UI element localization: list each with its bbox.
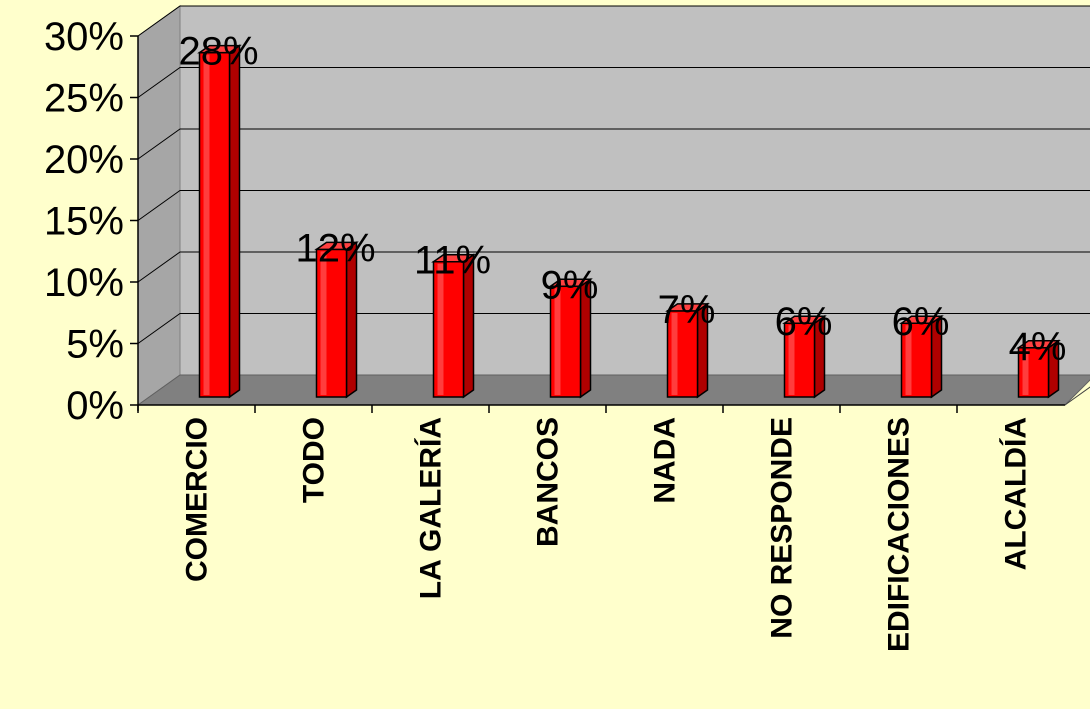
bar-top	[665, 303, 710, 312]
gridline	[137, 251, 1090, 283]
bar-top	[899, 315, 944, 324]
data-label: 28%	[178, 30, 258, 74]
bar-highlight	[671, 312, 678, 395]
bar	[665, 302, 710, 399]
y-axis-ticks: 0% 5% 10% 15% 20% 25% 30%	[44, 15, 958, 428]
bar	[314, 240, 359, 399]
y-tick-label: 5%	[66, 323, 124, 367]
floor-edge	[1064, 386, 1090, 406]
category-label: EDIFICACIONES	[883, 417, 916, 652]
gridline	[137, 67, 1090, 98]
category-labels: COMERCIO TODO LA GALERÍA BANCOS NADA NO RESPO…	[181, 417, 1033, 652]
bar-top	[548, 278, 593, 288]
bar-highlight	[788, 325, 795, 395]
floor	[136, 374, 1090, 406]
data-label: 6%	[892, 300, 950, 344]
gridline	[137, 128, 1090, 160]
data-label: 11%	[414, 239, 491, 283]
bar-side	[228, 44, 241, 399]
gridline	[137, 5, 1090, 37]
category-label: COMERCIO	[181, 417, 214, 582]
category-label: TODO	[298, 417, 331, 503]
bar	[548, 277, 593, 399]
bar-top	[431, 253, 476, 263]
bar-top	[197, 44, 242, 54]
category-label: NADA	[649, 417, 682, 504]
bars	[197, 44, 1061, 399]
data-label: 4%	[1009, 325, 1067, 369]
y-tick-label: 10%	[44, 261, 124, 305]
bar-highlight	[437, 263, 444, 395]
category-label: BANCOS	[532, 417, 565, 547]
bar	[782, 314, 827, 399]
bar	[899, 314, 944, 399]
gridline	[137, 313, 1090, 344]
bar	[431, 253, 476, 399]
y-tick-label: 25%	[44, 77, 124, 121]
bar-highlight	[320, 251, 327, 395]
bar-highlight	[905, 325, 912, 395]
bar	[197, 44, 242, 399]
bar-highlight	[203, 54, 210, 395]
bar-top	[782, 315, 827, 324]
data-label: 7%	[658, 288, 716, 332]
gridline	[137, 190, 1090, 221]
y-tick-label: 0%	[66, 384, 124, 428]
chart-walls	[136, 5, 1090, 406]
bar-top	[314, 241, 359, 251]
bar-highlight	[554, 288, 561, 395]
bar-top	[1016, 340, 1061, 349]
data-label: 9%	[541, 263, 599, 307]
axes	[137, 36, 1090, 411]
y-tick-label: 20%	[44, 138, 124, 182]
gridlines	[137, 5, 1090, 344]
data-label: 12%	[295, 226, 375, 270]
y-tick-label: 30%	[44, 15, 124, 59]
category-label: LA GALERÍA	[414, 417, 448, 599]
data-label: 6%	[775, 300, 833, 344]
y-tick-label: 15%	[44, 200, 124, 244]
category-label: NO RESPONDE	[766, 417, 799, 639]
data-labels: 28% 12% 11% 9% 7% 6% 6% 4%	[178, 30, 1066, 369]
bar	[1016, 339, 1061, 399]
bar-highlight	[1022, 349, 1029, 395]
category-label: ALCALDÍA	[999, 417, 1033, 570]
